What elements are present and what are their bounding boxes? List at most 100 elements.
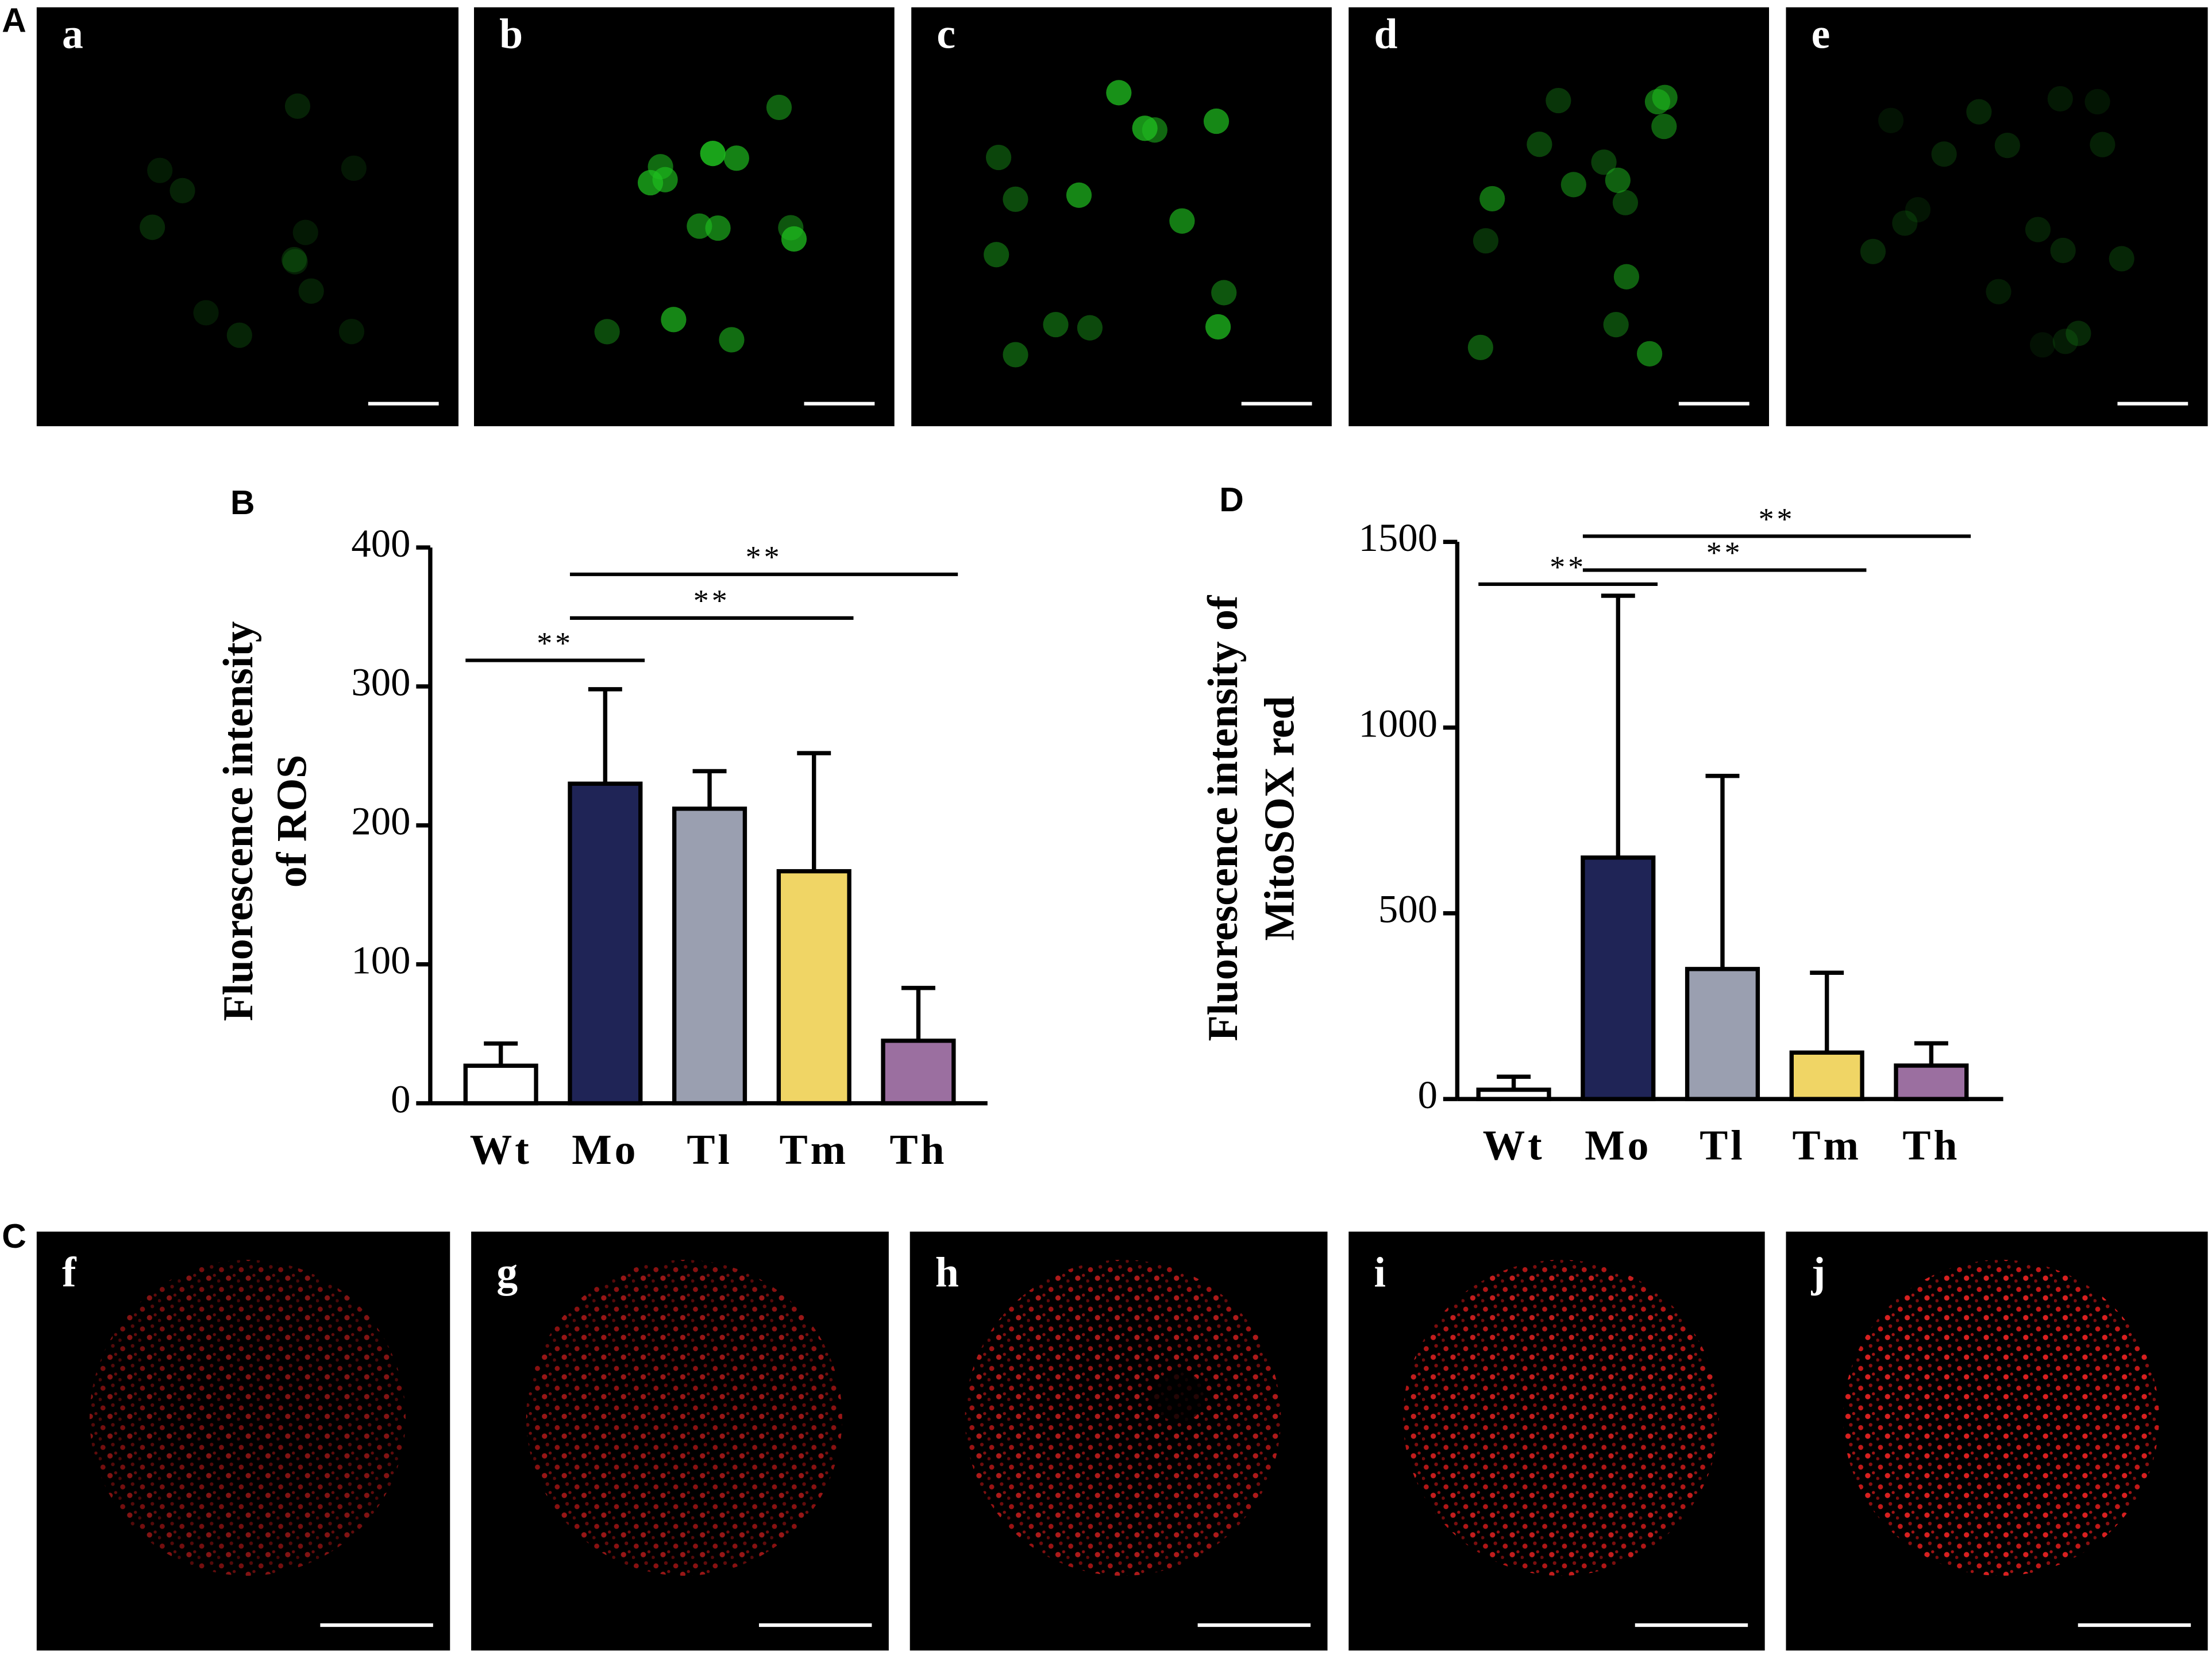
cell [2029, 332, 2056, 358]
y-tick-label: 400 [351, 522, 410, 565]
cell [1892, 210, 1918, 236]
error-bar [1497, 1074, 1531, 1090]
cell [2050, 237, 2076, 264]
cell [700, 141, 726, 167]
cell [282, 249, 308, 275]
bar [1476, 1087, 1551, 1101]
cell [719, 327, 745, 353]
cell [1467, 334, 1493, 360]
image-label: d [1374, 10, 1398, 57]
x-tick-label: Tm [1793, 1121, 1862, 1168]
cell [985, 144, 1012, 171]
cell [1986, 279, 2011, 304]
bar [1581, 855, 1656, 1101]
cell [781, 226, 807, 252]
bar [568, 781, 643, 1106]
cell [2025, 217, 2051, 242]
significance-label: ** [746, 540, 783, 574]
image-label: i [1374, 1248, 1386, 1295]
cell [226, 322, 252, 348]
cell [1106, 80, 1132, 106]
cell [1473, 228, 1499, 254]
significance-label: ** [537, 626, 573, 660]
cell [1003, 342, 1028, 368]
error-bar [901, 986, 935, 1041]
cell [1066, 182, 1092, 208]
image-label: b [499, 10, 523, 57]
cell [1878, 107, 1904, 133]
cell [1931, 141, 1957, 167]
oocyte [1843, 1260, 2159, 1576]
significance-label: ** [1706, 535, 1743, 570]
micrograph [36, 7, 458, 426]
cell [1203, 108, 1230, 134]
cell [1966, 99, 1992, 125]
x-tick-label: Mo [572, 1126, 638, 1173]
panel-letter: A [2, 2, 26, 39]
bar [881, 1039, 956, 1106]
cell [1479, 186, 1505, 212]
cell [1605, 167, 1631, 193]
image-label: j [1811, 1248, 1826, 1295]
panel-letter: B [230, 484, 255, 522]
bar [1894, 1063, 1969, 1101]
bar [1789, 1050, 1864, 1101]
cell [705, 215, 731, 241]
cell [1644, 88, 1671, 115]
y-tick-label: 0 [391, 1077, 410, 1121]
cell [2090, 132, 2115, 157]
y-axis-label: Fluorescence intensity of [1199, 595, 1246, 1041]
cell [281, 246, 307, 273]
image-label: h [935, 1248, 959, 1295]
bar [1685, 967, 1760, 1101]
cell [2052, 329, 2078, 354]
cell [147, 157, 173, 183]
oocyte [1402, 1260, 1719, 1576]
oocyte [526, 1260, 842, 1576]
cell [1905, 197, 1931, 223]
x-tick-label: Tl [1700, 1121, 1745, 1168]
cell [1211, 280, 1237, 306]
x-tick-label: Tm [780, 1126, 849, 1173]
significance-label: ** [1759, 501, 1795, 536]
cell [338, 318, 365, 345]
bar [463, 1063, 538, 1106]
image-label: g [496, 1248, 518, 1295]
cell [1994, 133, 2020, 159]
micrograph [474, 7, 895, 426]
cell [1613, 264, 1640, 290]
micrograph [911, 7, 1332, 426]
y-tick-label: 300 [351, 661, 410, 704]
cell [1637, 341, 1663, 367]
cell [984, 242, 1009, 268]
cell [341, 155, 367, 181]
cell [2047, 86, 2073, 112]
cell [723, 145, 749, 171]
cell [652, 167, 678, 192]
significance-label: ** [1550, 550, 1586, 584]
bar [672, 807, 747, 1106]
cell [1591, 149, 1617, 175]
y-axis-label: MitoSOX red [1255, 696, 1302, 940]
cell [1603, 312, 1629, 338]
error-bar [1914, 1041, 1948, 1066]
bar [776, 869, 851, 1106]
cell [594, 319, 620, 345]
cell [661, 307, 687, 333]
cell [1612, 190, 1639, 215]
cell [687, 213, 712, 239]
nucleus [1154, 1371, 1205, 1422]
image-label: a [62, 10, 83, 57]
panel-letter: D [1219, 481, 1244, 519]
cell [1132, 115, 1158, 141]
error-bar [588, 687, 622, 784]
cell [292, 219, 318, 245]
y-tick-label: 500 [1378, 888, 1438, 931]
cell [2109, 246, 2134, 272]
error-bar [1810, 970, 1844, 1053]
cell [284, 93, 311, 119]
cell [169, 178, 195, 203]
significance-label: ** [693, 584, 730, 618]
x-tick-label: Th [889, 1126, 947, 1173]
y-tick-label: 0 [1418, 1073, 1438, 1117]
